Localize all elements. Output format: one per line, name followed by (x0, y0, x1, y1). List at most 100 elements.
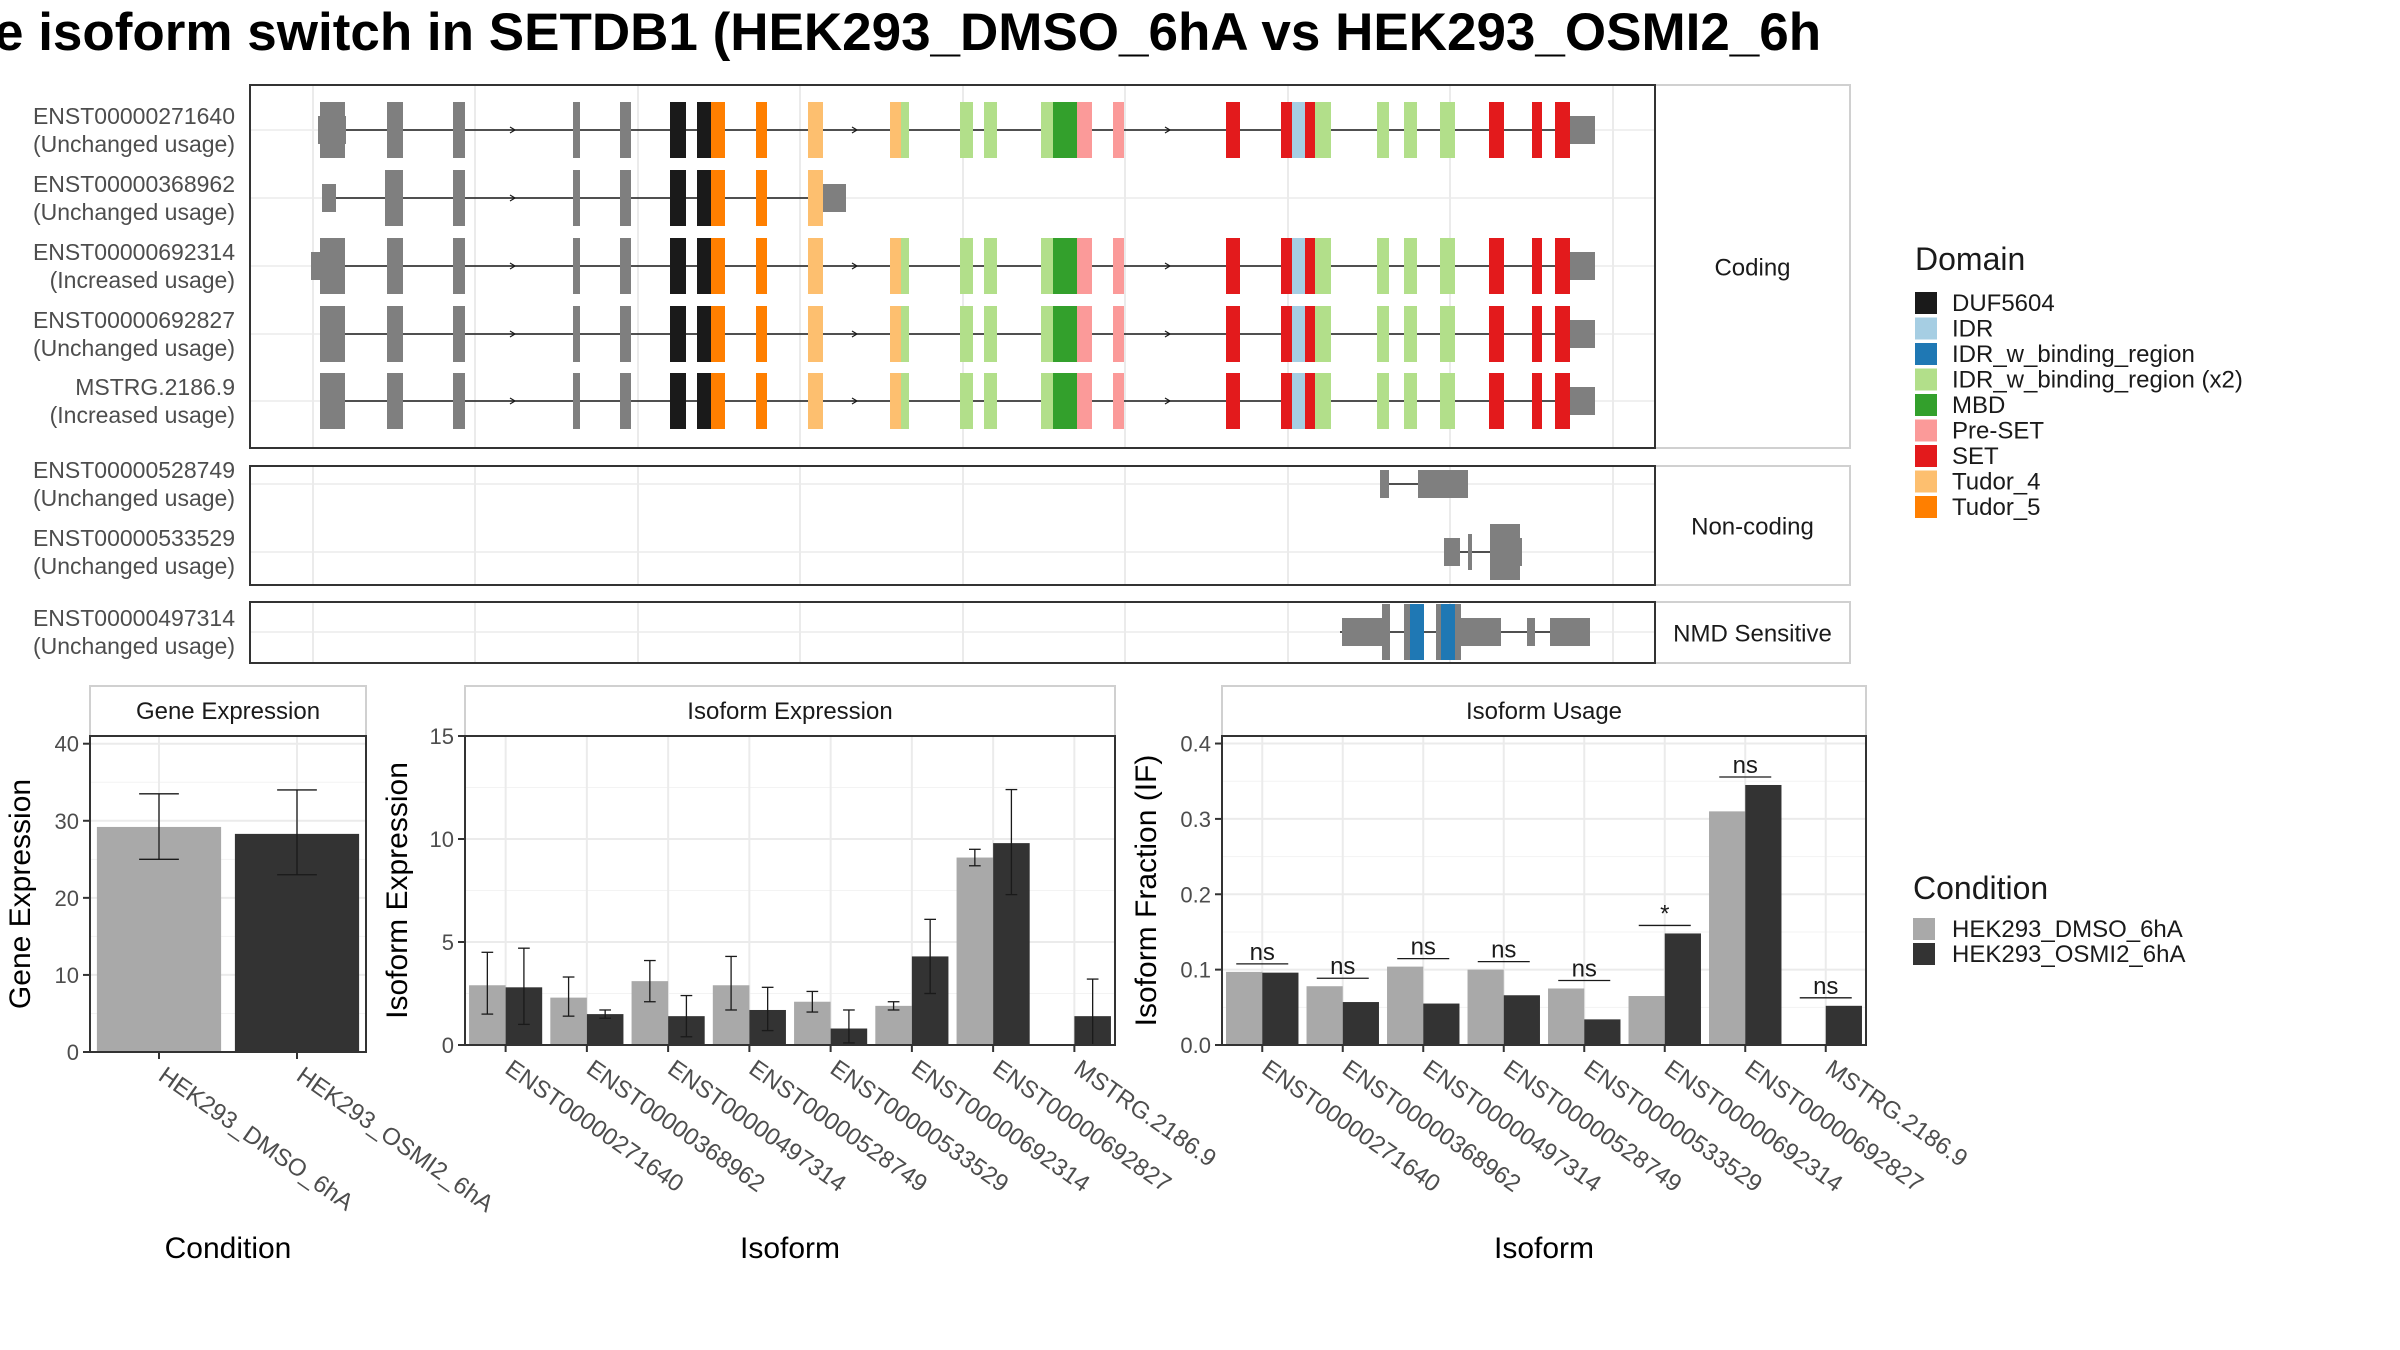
domain-segment (1489, 306, 1504, 362)
domain-segment (1077, 306, 1092, 362)
domain-legend-key (1915, 470, 1937, 493)
domain-segment (697, 306, 711, 362)
strand-arrow (851, 126, 859, 134)
chart-title: Isoform Expression (687, 698, 892, 725)
strand-arrow (509, 397, 517, 405)
domain-segment (984, 238, 997, 294)
significance-label: ns (1733, 752, 1758, 779)
condition-legend-key (1913, 918, 1935, 940)
isoform-id-label: ENST00000368962 (33, 171, 235, 197)
domain-segment (670, 102, 686, 158)
y-axis-title: Isoform Expression (381, 762, 414, 1019)
bar (96, 826, 222, 1052)
condition-legend-label: HEK293_OSMI2_6hA (1952, 941, 2185, 968)
domain-legend-label: Tudor_4 (1952, 469, 2041, 496)
domain-segment (1305, 373, 1315, 429)
coding-exon (387, 102, 403, 158)
domain-segment (1292, 373, 1305, 429)
significance-label: ns (1572, 955, 1597, 982)
domain-segment (1404, 238, 1417, 294)
domain-legend-label: IDR_w_binding_region (1952, 341, 2195, 368)
domain-legend-label: SET (1952, 443, 1999, 470)
coding-exon (573, 306, 580, 362)
domain-legend-key (1915, 343, 1937, 365)
domain-legend-key (1915, 394, 1937, 416)
y-tick-label: 20 (55, 886, 79, 911)
domain-legend-key (1915, 445, 1937, 467)
isoform-usage-label: (Increased usage) (50, 267, 235, 293)
domain-segment (697, 102, 711, 158)
domain-segment (1305, 306, 1315, 362)
domain-segment (756, 238, 767, 294)
domain-segment (1077, 238, 1092, 294)
domain-segment (960, 306, 973, 362)
domain-segment (960, 373, 973, 429)
y-tick-label: 10 (55, 963, 79, 988)
domain-segment (1041, 238, 1053, 294)
bar (1467, 969, 1504, 1045)
domain-segment (1292, 306, 1305, 362)
bar (1628, 996, 1665, 1045)
y-tick-label: 0.1 (1180, 958, 1211, 983)
bar (1709, 811, 1746, 1045)
domain-segment (711, 170, 725, 226)
domain-segment (1489, 238, 1504, 294)
panel-strip (1654, 465, 1851, 586)
domain-segment (1281, 373, 1292, 429)
isoform-usage-label: (Increased usage) (50, 402, 235, 428)
domain-segment (1489, 373, 1504, 429)
domain-segment (1440, 102, 1455, 158)
domain-segment (756, 170, 767, 226)
domain-segment (1315, 238, 1331, 294)
bar (1548, 988, 1585, 1045)
domain-segment (1041, 102, 1053, 158)
domain-segment (984, 306, 997, 362)
structure-panel-border (249, 601, 1656, 664)
y-tick-label: 15 (430, 724, 454, 749)
domain-segment (1489, 102, 1504, 158)
domain-segment (1440, 373, 1455, 429)
domain-segment (1377, 373, 1389, 429)
domain-segment (1226, 373, 1240, 429)
bar (1503, 995, 1540, 1045)
domain-legend-key (1915, 317, 1937, 340)
domain-segment (1053, 238, 1077, 294)
coding-exon (320, 102, 345, 158)
domain-segment (1377, 102, 1389, 158)
isoform-usage-label: (Unchanged usage) (33, 553, 235, 579)
domain-segment (711, 373, 725, 429)
domain-segment (1226, 102, 1240, 158)
strand-arrow (1164, 262, 1172, 270)
strand-arrow (509, 126, 517, 134)
panel-strip (1654, 601, 1851, 664)
domain-segment (1440, 306, 1455, 362)
domain-segment (1077, 102, 1092, 158)
domain-segment (1315, 102, 1331, 158)
domain-segment (1555, 102, 1570, 158)
chart-panel-border (89, 735, 367, 1053)
significance-label: ns (1330, 953, 1355, 980)
chart-title: Isoform Usage (1466, 698, 1622, 725)
bar (1226, 971, 1263, 1045)
domain-legend-key (1915, 496, 1937, 518)
domain-segment (890, 238, 901, 294)
significance-label: ns (1250, 939, 1275, 966)
domain-segment (1041, 306, 1053, 362)
condition-legend-key (1913, 943, 1935, 965)
coding-exon (320, 238, 345, 294)
nmd-exon (1404, 604, 1410, 660)
x-axis-title: Isoform (740, 1232, 840, 1265)
isoform-id-label: ENST00000528749 (33, 457, 235, 483)
nmd-exon (1461, 618, 1501, 646)
strand-arrow (1164, 397, 1172, 405)
domain-segment (1292, 102, 1305, 158)
isoform-usage-label: (Unchanged usage) (33, 485, 235, 511)
domain-segment (1113, 238, 1124, 294)
strand-arrow (1164, 330, 1172, 338)
domain-segment (711, 238, 725, 294)
coding-exon (620, 170, 631, 226)
coding-exon (620, 373, 631, 429)
domain-segment (901, 102, 909, 158)
chart-title: Gene Expression (136, 698, 320, 725)
